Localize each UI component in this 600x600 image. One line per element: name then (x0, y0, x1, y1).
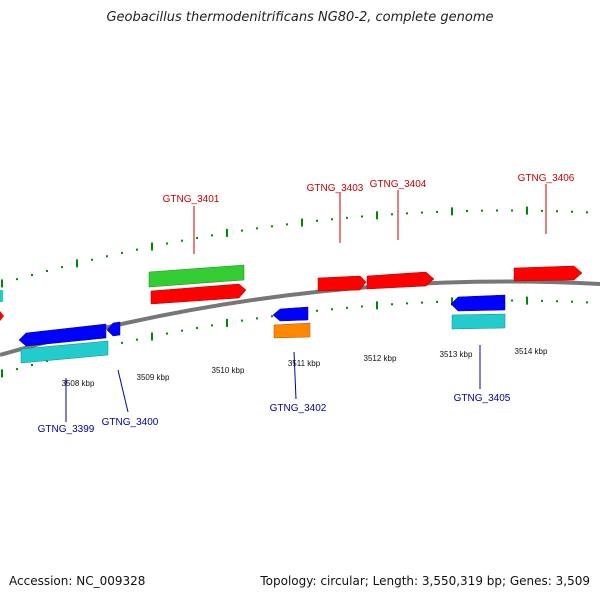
genome-summary-text: Topology: circular; Length: 3,550,319 bp… (260, 574, 590, 588)
gene-label-3403[interactable]: GTNG_3403 (307, 183, 364, 194)
gene-arrow-3399-cyan[interactable] (20, 340, 109, 364)
leader-line-3402 (293, 351, 297, 400)
gene-label-3404[interactable]: GTNG_3404 (370, 179, 427, 190)
gene-arrow-3405-cyan[interactable] (451, 313, 506, 330)
gene-arrow-3403[interactable] (317, 275, 367, 292)
gene-arrow-fragment-left (0, 311, 4, 321)
gene-arrow-3405[interactable] (450, 294, 506, 312)
gene-arrow-3401[interactable] (150, 283, 247, 305)
kbp-label: 3509 kbp (137, 373, 170, 382)
accession-text: Accession: NC_009328 (9, 574, 146, 588)
kbp-label: 3513 kbp (440, 350, 473, 359)
gene-arrow-3399[interactable] (18, 323, 107, 347)
gene-label-3401[interactable]: GTNG_3401 (163, 194, 220, 205)
gene-arrow-3401-green[interactable] (148, 264, 245, 288)
gene-label-3405[interactable]: GTNG_3405 (454, 393, 511, 404)
gene-label-3400[interactable]: GTNG_3400 (102, 417, 159, 428)
gene-arrow-fragment-left-cyan (0, 290, 3, 302)
kbp-label: 3514 kbp (515, 347, 548, 356)
gene-arrow-3402-orange[interactable] (273, 322, 311, 339)
gene-arrow-3404[interactable] (366, 271, 435, 290)
gene-label-3406[interactable]: GTNG_3406 (518, 173, 575, 184)
gene-label-3402[interactable]: GTNG_3402 (270, 403, 327, 414)
map-title: Geobacillus thermodenitrificans NG80-2, … (106, 10, 494, 25)
kbp-label: 3511 kbp (288, 359, 321, 368)
kbp-label: 3512 kbp (364, 354, 397, 363)
kbp-label: 3510 kbp (212, 366, 245, 375)
forward-tick-row (1, 206, 588, 288)
kbp-label: 3508 kbp (62, 379, 95, 388)
gene-arrow-3402[interactable] (272, 306, 309, 322)
leader-line-3400 (117, 369, 129, 413)
gene-label-3399[interactable]: GTNG_3399 (38, 424, 95, 435)
gene-arrow-3406[interactable] (513, 265, 583, 282)
gene-arrow-3400[interactable] (106, 321, 121, 337)
